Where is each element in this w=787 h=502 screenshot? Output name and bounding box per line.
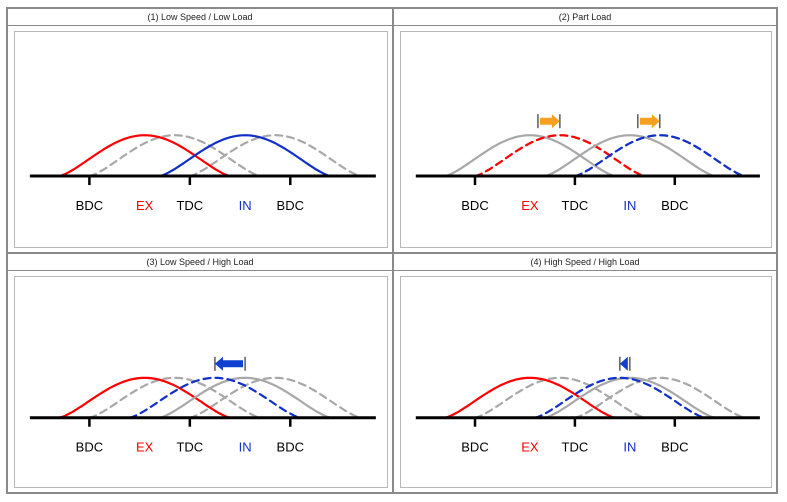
arrow-right-icon [539, 114, 560, 129]
panel-title: (3) Low Speed / High Load [8, 254, 392, 271]
axis-label-bdc-left: BDC [461, 198, 488, 213]
timing-shift-arrow [537, 114, 561, 129]
panel-4: (4) High Speed / High Load BDC EX TDC IN BDC [393, 253, 777, 493]
timing-shift-arrow [619, 356, 631, 371]
panel-plot: BDC EX TDC IN BDC [14, 276, 388, 488]
axis-label-in: IN [623, 440, 636, 455]
exhaust-reference-dashed [473, 376, 646, 419]
axis-label-bdc-left: BDC [76, 440, 103, 455]
intake-reference-solid [543, 376, 716, 419]
panel-plot: BDC EX TDC IN BDC [14, 31, 388, 248]
curves [443, 376, 746, 419]
diagram-grid: (1) Low Speed / Low Load BDC EX TDC IN BDC (… [6, 7, 778, 494]
axis-label-ex: EX [521, 198, 539, 213]
intake-reference-solid [158, 376, 332, 419]
exhaust-lift-curve [58, 134, 232, 178]
exhaust-reference-solid [443, 134, 616, 178]
intake-reference-dashed [188, 376, 362, 419]
intake-lift-curve [573, 134, 746, 178]
axis-label-bdc-right: BDC [661, 198, 688, 213]
arrow-left-icon [619, 356, 628, 371]
arrow-right-icon [639, 114, 660, 129]
intake-lift-curve [128, 376, 302, 419]
timing-shift-arrow [214, 356, 246, 371]
cam-timing-diagram: BDC EX TDC IN BDC [415, 114, 760, 213]
axis-label-bdc-right: BDC [661, 440, 688, 455]
axis-label-tdc: TDC [562, 440, 589, 455]
curves [58, 376, 362, 419]
cam-timing-diagram: BDC EX TDC IN BDC [29, 356, 376, 455]
axis-label-bdc-left: BDC [461, 440, 488, 455]
intake-reference-dashed [188, 134, 362, 178]
axis-label-bdc-right: BDC [277, 198, 304, 213]
axis-label-ex: EX [136, 440, 154, 455]
timing-shift-arrow [637, 114, 661, 129]
panel-title: (2) Part Load [394, 9, 776, 26]
axis-label-bdc-right: BDC [277, 440, 304, 455]
exhaust-reference-dashed [88, 376, 262, 419]
panel-1: (1) Low Speed / Low Load BDC EX TDC IN BDC [7, 8, 393, 253]
panel-plot: BDC EX TDC IN BDC [400, 31, 772, 248]
cam-timing-diagram: BDC EX TDC IN BDC [415, 356, 760, 455]
exhaust-lift-curve [443, 376, 616, 419]
exhaust-lift-curve [473, 134, 646, 178]
cam-timing-diagram: BDC EX TDC IN BDC [29, 134, 376, 213]
axis-label-in: IN [623, 198, 636, 213]
intake-lift-curve [158, 134, 332, 178]
exhaust-lift-curve [58, 376, 232, 419]
axis-label-tdc: TDC [176, 198, 203, 213]
panel-title: (1) Low Speed / Low Load [8, 9, 392, 26]
axis-label-tdc: TDC [562, 198, 589, 213]
axis-label-in: IN [239, 198, 252, 213]
axis-label-tdc: TDC [176, 440, 203, 455]
intake-lift-curve [533, 376, 706, 419]
arrow-left-icon [214, 356, 244, 371]
panel-3: (3) Low Speed / High Load BDC EX TDC IN BDC [7, 253, 393, 493]
intake-reference-dashed [573, 376, 746, 419]
axis-label-ex: EX [136, 198, 154, 213]
panel-plot: BDC EX TDC IN BDC [400, 276, 772, 488]
axis-label-in: IN [239, 440, 252, 455]
panel-2: (2) Part Load BDC EX TDC IN BDC [393, 8, 777, 253]
curves [443, 134, 746, 178]
curves [58, 134, 362, 178]
axis-label-ex: EX [521, 440, 539, 455]
panel-title: (4) High Speed / High Load [394, 254, 776, 271]
axis-label-bdc-left: BDC [76, 198, 103, 213]
intake-reference-solid [543, 134, 716, 178]
exhaust-reference-dashed [88, 134, 262, 178]
